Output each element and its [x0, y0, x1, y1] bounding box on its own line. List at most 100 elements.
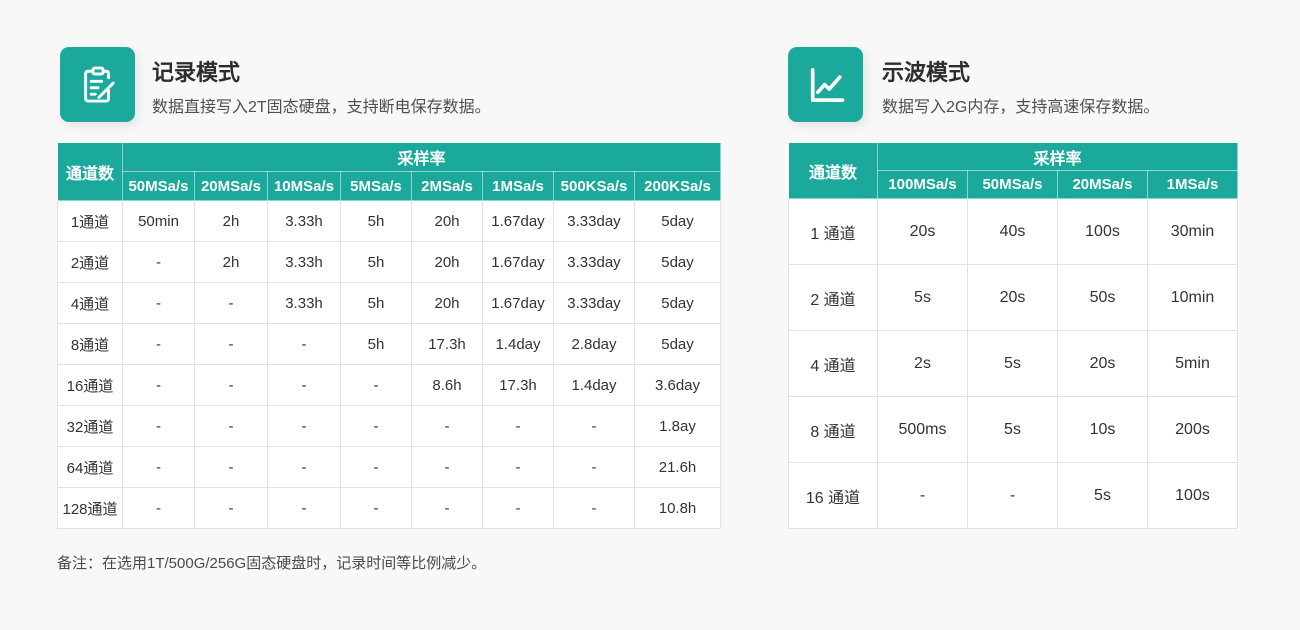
- duration-cell: 2h: [194, 200, 268, 242]
- table-row: 1通道 50min 2h 3.33h 5h 20h 1.67day 3.33day 5day: [57, 200, 722, 242]
- duration-cell: 20h: [411, 200, 483, 242]
- duration-cell: 20h: [411, 282, 483, 324]
- sample-rate-column-header: 500KSa/s: [553, 171, 635, 201]
- duration-cell: -: [194, 282, 268, 324]
- table-row: 16通道 - - - -8.6h 17.3h 1.4day 3.6day: [57, 364, 722, 406]
- channel-cell: 4 通道: [788, 330, 878, 397]
- duration-cell: 3.33day: [553, 200, 635, 242]
- clipboard-edit-icon: [60, 47, 135, 122]
- duration-cell: -: [553, 446, 635, 488]
- channel-count-header: 通道数: [788, 142, 878, 199]
- duration-cell: 5min: [1146, 330, 1239, 397]
- duration-cell: 100s: [1057, 198, 1148, 265]
- duration-cell: 20s: [1057, 330, 1148, 397]
- duration-cell: -: [482, 446, 554, 488]
- record-mode-title: 记录模式: [152, 60, 241, 85]
- duration-cell: -: [194, 405, 268, 447]
- duration-cell: -: [194, 364, 268, 406]
- duration-cell: 3.33day: [553, 241, 635, 283]
- sample-rate-column-header: 1MSa/s: [482, 171, 554, 201]
- duration-cell: -: [122, 323, 195, 365]
- sample-rate-header: 采样率: [876, 142, 1239, 171]
- duration-cell: -: [340, 487, 412, 529]
- channel-cell: 8 通道: [788, 396, 878, 463]
- sample-rate-column-header: 10MSa/s: [267, 171, 341, 201]
- duration-cell: -: [553, 405, 635, 447]
- duration-cell: -: [340, 405, 412, 447]
- duration-cell: -: [122, 282, 195, 324]
- table-row: 16 通道 - -5s 100s: [788, 462, 1239, 529]
- duration-cell: -: [411, 405, 483, 447]
- channel-cell: 2 通道: [788, 264, 878, 331]
- duration-cell: -: [340, 364, 412, 406]
- duration-cell: -: [482, 405, 554, 447]
- duration-cell: 10min: [1146, 264, 1239, 331]
- duration-cell: 10s: [1057, 396, 1148, 463]
- channel-cell: 32通道: [57, 405, 123, 447]
- duration-cell: 100s: [1146, 462, 1239, 529]
- duration-cell: 1.4day: [482, 323, 554, 365]
- scope-mode-title: 示波模式: [882, 60, 971, 85]
- record-mode-subtitle: 数据直接写入2T固态硬盘，支持断电保存数据。: [152, 99, 491, 116]
- duration-cell: 17.3h: [411, 323, 483, 365]
- duration-cell: 3.6day: [633, 364, 722, 406]
- duration-cell: 2.8day: [553, 323, 635, 365]
- duration-cell: 20s: [967, 264, 1058, 331]
- duration-cell: -: [122, 405, 195, 447]
- duration-cell: 30min: [1146, 198, 1239, 265]
- scope-mode-table: 通道数 采样率 100MSa/s 50MSa/s 20MSa/s 1MSa/s 1 通道 20…: [788, 142, 1239, 529]
- duration-cell: -: [267, 487, 341, 529]
- duration-cell: -: [411, 446, 483, 488]
- duration-cell: 5h: [340, 282, 412, 324]
- duration-cell: 5day: [633, 241, 722, 283]
- duration-cell: 17.3h: [482, 364, 554, 406]
- sample-rate-column-header: 100MSa/s: [877, 170, 968, 199]
- duration-cell: -: [267, 364, 341, 406]
- duration-cell: 5s: [967, 396, 1058, 463]
- duration-cell: 1.67day: [482, 200, 554, 242]
- duration-cell: 5s: [1057, 462, 1148, 529]
- sample-rate-column-header: 200KSa/s: [633, 171, 722, 201]
- table-row: 1 通道 20s 40s 100s 30min: [788, 198, 1239, 265]
- duration-cell: 40s: [967, 198, 1058, 265]
- duration-cell: 5day: [633, 200, 722, 242]
- duration-cell: 3.33h: [267, 200, 341, 242]
- duration-cell: -: [122, 446, 195, 488]
- channel-cell: 1 通道: [788, 198, 878, 265]
- record-mode-note: 备注：在选用1T/500G/256G固态硬盘时，记录时间等比例减少。: [57, 555, 487, 572]
- duration-cell: -: [267, 446, 341, 488]
- channel-cell: 4通道: [57, 282, 123, 324]
- duration-cell: 50s: [1057, 264, 1148, 331]
- sample-rate-column-header: 2MSa/s: [411, 171, 483, 201]
- duration-cell: 50min: [122, 200, 195, 242]
- duration-cell: -: [967, 462, 1058, 529]
- duration-cell: 200s: [1146, 396, 1239, 463]
- duration-cell: 500ms: [877, 396, 968, 463]
- duration-cell: -: [194, 487, 268, 529]
- sample-rate-column-header: 1MSa/s: [1146, 170, 1239, 199]
- duration-cell: -: [482, 487, 554, 529]
- table-row: 4 通道 2s 5s 20s 5min: [788, 330, 1239, 397]
- duration-cell: 3.33h: [267, 241, 341, 283]
- channel-cell: 2通道: [57, 241, 123, 283]
- duration-cell: 2s: [877, 330, 968, 397]
- duration-cell: 2h: [194, 241, 268, 283]
- table-row: 2 通道 5s 20s 50s 10min: [788, 264, 1239, 331]
- duration-cell: 3.33day: [553, 282, 635, 324]
- scope-mode-subtitle: 数据写入2G内存，支持高速保存数据。: [882, 99, 1160, 116]
- duration-cell: 5s: [967, 330, 1058, 397]
- table-row: 128通道 - - - - - - -10.8h: [57, 487, 722, 529]
- sample-rate-column-header: 50MSa/s: [122, 171, 195, 201]
- duration-cell: 3.33h: [267, 282, 341, 324]
- channel-cell: 128通道: [57, 487, 123, 529]
- table-row: 2通道 -2h 3.33h 5h 20h 1.67day 3.33day 5day: [57, 241, 722, 283]
- sample-rate-column-header: 20MSa/s: [194, 171, 268, 201]
- sample-rate-column-header: 50MSa/s: [967, 170, 1058, 199]
- duration-cell: -: [122, 487, 195, 529]
- duration-cell: 5h: [340, 323, 412, 365]
- duration-cell: 8.6h: [411, 364, 483, 406]
- sample-rate-header: 采样率: [121, 142, 722, 172]
- duration-cell: -: [553, 487, 635, 529]
- duration-cell: 5s: [877, 264, 968, 331]
